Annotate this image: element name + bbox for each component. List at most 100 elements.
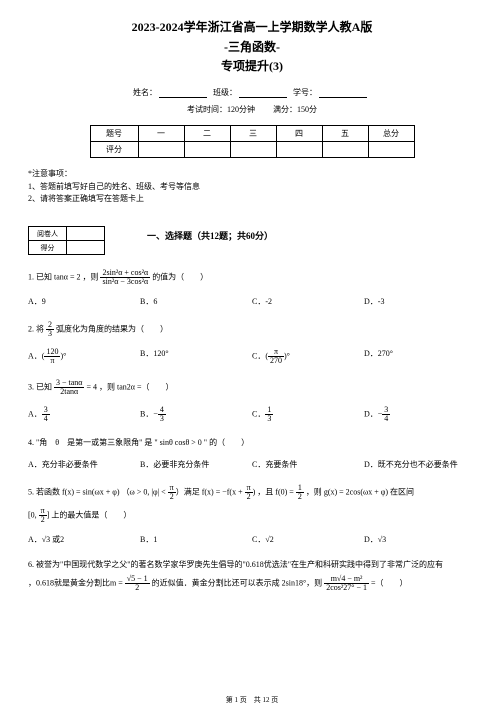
question-5: 5. 若函数 f(x) = sin(ωx + φ) （ω > 0, |φ| < … bbox=[28, 484, 476, 501]
q6-l1: 6. 被誉为"中国现代数学之父"的著名数学家华罗庚先生倡导的"0.618优选法"… bbox=[28, 559, 476, 571]
score-h5: 五 bbox=[322, 125, 368, 141]
q5-int-b: ] bbox=[47, 511, 50, 520]
q2-opts: A．(120π)° B．120° C．(π270)° D．270° bbox=[28, 348, 476, 365]
q1-a: 1. 已知 bbox=[28, 273, 54, 282]
q3c-den: 3 bbox=[265, 415, 273, 423]
q5a-post: 或2 bbox=[50, 535, 64, 544]
time-label: 考试时间：120分钟 bbox=[187, 105, 255, 114]
q5-opt-a: A．√3 或2 bbox=[28, 534, 140, 545]
q5-e: 上的最大值是（ ） bbox=[51, 511, 131, 520]
q5-c1d: 2 bbox=[168, 493, 176, 501]
q1-d: 的值为（ ） bbox=[152, 273, 208, 282]
q1-c: ，则 bbox=[82, 273, 100, 282]
q5-f1: f(x) = sin(ωx + φ) bbox=[62, 488, 120, 497]
score-h0: 题号 bbox=[90, 125, 138, 141]
q6-frac1: √5 − 12 bbox=[125, 575, 150, 592]
q5-f3: f(0) = bbox=[275, 488, 296, 497]
q2a-den: π bbox=[44, 357, 60, 365]
q5-c1b: ）满足 bbox=[176, 488, 202, 497]
q3c-pre: C． bbox=[252, 410, 265, 419]
q5-opt-d: D．√3 bbox=[364, 534, 476, 545]
q2-a: 2. 将 bbox=[28, 325, 46, 334]
question-2: 2. 将 23 弧度化为角度的结果为（ ） bbox=[28, 321, 476, 338]
q1-opt-c: C．-2 bbox=[252, 296, 364, 307]
q3d-den: 4 bbox=[382, 415, 390, 423]
score-h3: 三 bbox=[230, 125, 276, 141]
q6-l2c: =（ ） bbox=[371, 579, 408, 588]
class-label: 班级： bbox=[213, 88, 237, 97]
q3-frac: 3 − tanα2tanα bbox=[54, 379, 84, 396]
q1-b: tanα = 2 bbox=[54, 273, 80, 282]
question-3: 3. 已知 3 − tanα2tanα = 4 ，则 tan2α =（ ） bbox=[28, 379, 476, 396]
q4-opts: A．充分非必要条件 B．必要非充分条件 C．充要条件 D．既不充分也不必要条件 bbox=[28, 459, 476, 470]
q5-b: ，且 bbox=[257, 488, 275, 497]
q5d-pre: D． bbox=[364, 535, 378, 544]
q5d-v: √3 bbox=[378, 535, 386, 544]
q3a-pre: A． bbox=[28, 410, 42, 419]
student-info: 姓名： 班级： 学号： bbox=[28, 87, 476, 98]
q2-frac: 23 bbox=[46, 321, 54, 338]
q6-rd: 2cos²27° − 1 bbox=[324, 584, 369, 592]
q5-f2d: 2 bbox=[245, 493, 253, 501]
q5-f2: f(x) = −f(x + bbox=[202, 488, 245, 497]
q5-opt-c: C．√2 bbox=[252, 534, 364, 545]
score-c3 bbox=[230, 141, 276, 157]
q5-c1: （ω > 0, |φ| < bbox=[122, 488, 168, 497]
q5c-pre: C． bbox=[252, 535, 265, 544]
score-h6: 总分 bbox=[368, 125, 414, 141]
q5-opts: A．√3 或2 B．1 C．√2 D．√3 bbox=[28, 534, 476, 545]
q3-a: 3. 已知 bbox=[28, 383, 54, 392]
score-table: 题号 一 二 三 四 五 总分 评分 bbox=[90, 125, 415, 158]
q3d-pre: D．− bbox=[364, 410, 382, 419]
q5-g: g(x) = 2cos(ωx + φ) bbox=[324, 488, 388, 497]
grader-r1: 阅卷人 bbox=[29, 227, 67, 241]
score-h4: 四 bbox=[276, 125, 322, 141]
q2-opt-c: C．(π270)° bbox=[252, 348, 364, 365]
q2-opt-b: B．120° bbox=[140, 348, 252, 365]
class-blank bbox=[239, 88, 287, 98]
grader-r2b bbox=[67, 241, 105, 255]
notes-star: *注意事项： bbox=[28, 168, 476, 181]
q4-opt-a: A．充分非必要条件 bbox=[28, 459, 140, 470]
q3-opt-a: A．34 bbox=[28, 406, 140, 423]
score-c1 bbox=[138, 141, 184, 157]
question-1: 1. 已知 tanα = 2 ，则 2sin²α + cos²αsin²α − … bbox=[28, 269, 476, 286]
score-h2: 二 bbox=[184, 125, 230, 141]
q6-frac2: m√4 − m²2cos²27° − 1 bbox=[324, 575, 369, 592]
question-6: 6. 被誉为"中国现代数学之父"的著名数学家华罗庚先生倡导的"0.618优选法"… bbox=[28, 559, 476, 592]
q2c-den: 270 bbox=[268, 357, 284, 365]
q5-d: 在区间 bbox=[390, 488, 414, 497]
q2a-pre: A．( bbox=[28, 352, 44, 361]
q4-opt-b: B．必要非充分条件 bbox=[140, 459, 252, 470]
q3b-den: 3 bbox=[158, 415, 166, 423]
q1-frac: 2sin²α + cos²αsin²α − 3cos²α bbox=[100, 269, 150, 286]
name-blank bbox=[159, 88, 207, 98]
page-footer: 第 1 页 共 12 页 bbox=[0, 695, 504, 705]
score-h1: 一 bbox=[138, 125, 184, 141]
q3-opts: A．34 B．−43 C．13 D．−34 bbox=[28, 406, 476, 423]
q1-opt-d: D．-3 bbox=[364, 296, 476, 307]
q3b-pre: B．− bbox=[140, 410, 158, 419]
q5-f2b: ) bbox=[253, 488, 256, 497]
score-c2 bbox=[184, 141, 230, 157]
q5a-pre: A． bbox=[28, 535, 42, 544]
score-c5 bbox=[322, 141, 368, 157]
q5-f3d: 2 bbox=[296, 493, 304, 501]
question-4: 4. "角 θ 是第一或第三象限角" 是 " sinθ cosθ > 0 " 的… bbox=[28, 437, 476, 449]
notes-1: 1、答题前填写好自己的姓名、班级、考号等信息 bbox=[28, 181, 476, 194]
score-r0: 评分 bbox=[90, 141, 138, 157]
q3-opt-d: D．−34 bbox=[364, 406, 476, 423]
q3-opt-b: B．−43 bbox=[140, 406, 252, 423]
q6-l2a: ，0.618就是黄金分割比m = bbox=[28, 579, 125, 588]
q1-opt-b: B．6 bbox=[140, 296, 252, 307]
q2a-post: )° bbox=[60, 352, 66, 361]
q2-den: 3 bbox=[46, 330, 54, 338]
title-line-2: -三角函数- bbox=[28, 38, 476, 56]
q5-int-a: [0, bbox=[28, 511, 39, 520]
q2c-post: )° bbox=[284, 352, 290, 361]
section-1-title: 一、选择题（共12题；共60分） bbox=[147, 229, 273, 242]
q5c-v: √2 bbox=[265, 535, 273, 544]
q3-opt-c: C．13 bbox=[252, 406, 364, 423]
q5-a: 5. 若函数 bbox=[28, 488, 62, 497]
q2-b: 弧度化为角度的结果为（ ） bbox=[56, 325, 168, 334]
